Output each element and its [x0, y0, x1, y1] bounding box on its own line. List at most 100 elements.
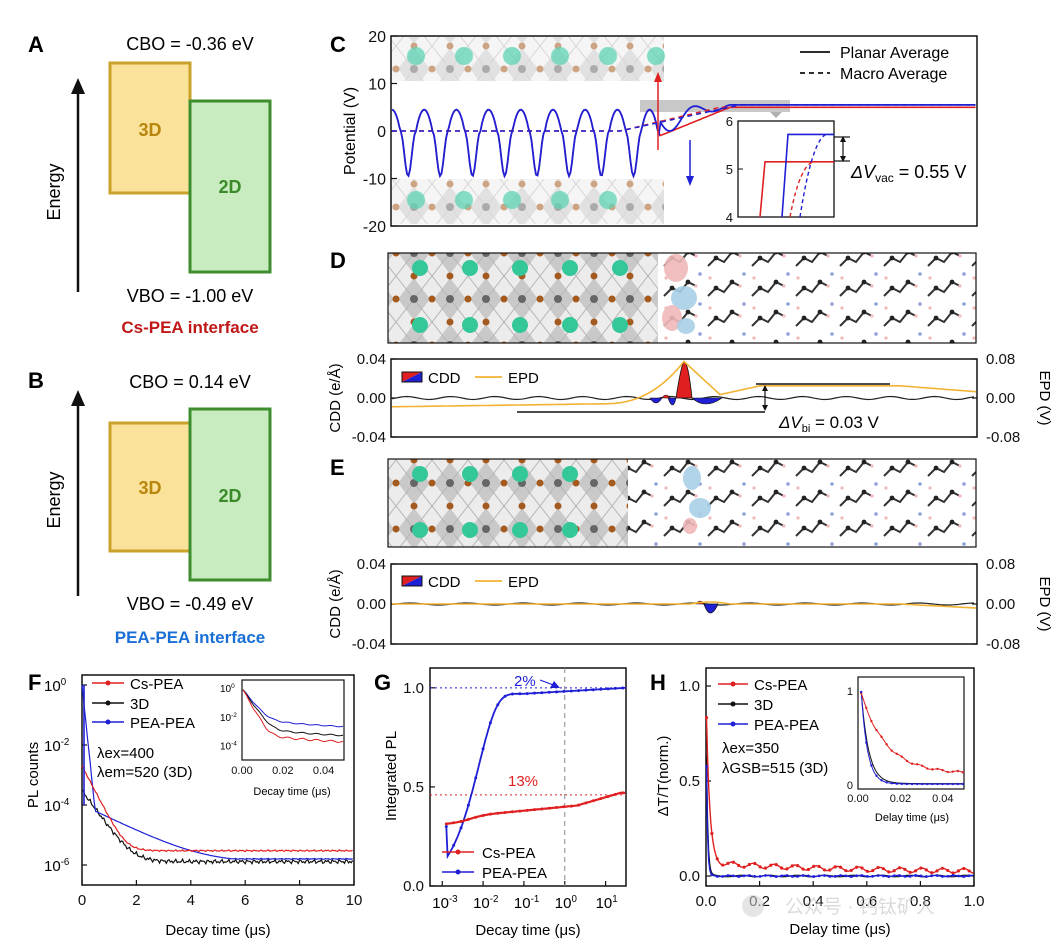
d-cdd-blue-3: [691, 397, 723, 405]
g-ytick-label: 1.0: [403, 680, 424, 697]
h-ytick-label: 0.5: [679, 773, 700, 790]
h-pea-pea-point: [919, 874, 923, 878]
panel-e-ylabel-right: EPD (V): [1036, 576, 1053, 631]
h-pea-pea-point: [785, 874, 789, 877]
g-cs-pea-point: [613, 792, 617, 796]
h-pea-pea-point: [967, 874, 971, 878]
h-pea-pea-point: [882, 874, 885, 878]
h-cs-pea-point: [855, 865, 859, 869]
g-pea-pea-point: [599, 687, 603, 691]
panel-g-letter: G: [374, 670, 391, 695]
h-pea-pea-point: [935, 874, 939, 877]
e-axes-rtick-label: 0.00: [986, 596, 1015, 613]
h-cs-pea-point: [721, 863, 725, 867]
h-inset-pea-pea-point: [900, 782, 904, 786]
h-inset-ytick-label: 0: [847, 780, 853, 792]
g-xtick-label-exp: -1: [531, 894, 540, 905]
g-pea-pea-point: [584, 688, 588, 692]
g-pea-pea-point: [525, 692, 529, 696]
g-pea-pea-point: [474, 776, 478, 780]
panel-f-curves: [81, 684, 354, 866]
h-pea-pea-point: [957, 874, 960, 878]
panel-b: B CBO = 0.14 eV Energy 3D 2D VBO = -0.49…: [28, 368, 272, 647]
legend-pea-pea-label: PEA-PEA: [130, 715, 195, 732]
panel-a-3d-label: 3D: [138, 120, 161, 140]
f-xtick-label: 10: [346, 892, 363, 909]
d-axes-ltick-label: 0.04: [357, 351, 386, 368]
panel-h-ylabel: ΔT/T(norm.): [655, 736, 672, 817]
c-red-planar-curve: [391, 106, 976, 179]
panel-b-cbo: CBO = 0.14 eV: [129, 372, 251, 392]
h-inset-xtick-label: 0.04: [932, 793, 953, 805]
f-inset-ytick-label-exp: -2: [231, 712, 237, 719]
h-pea-pea-point: [876, 874, 880, 877]
g-cs-pea-point: [518, 809, 522, 813]
g-cs-pea-point: [496, 811, 500, 815]
h-pea-pea-point: [903, 875, 907, 878]
h-cs-pea-point: [951, 871, 955, 875]
c-ytick-label: 10: [368, 77, 386, 94]
h-inset-cs-pea-point: [910, 762, 914, 765]
h-pea-pea-point: [715, 874, 719, 878]
panel-c-inset-curves: [759, 133, 834, 218]
g-xtick-label: 10-2: [473, 894, 498, 912]
g-cs-pea-point: [562, 805, 566, 809]
panel-g-annot-blue: 2%: [514, 673, 536, 690]
h-inset-cs-pea-point: [946, 770, 949, 774]
inset-dv-arrowhead-up: [840, 136, 846, 142]
legend-cdd-swatch-blue: [402, 372, 422, 382]
f-ytick-label-base: 10: [44, 798, 61, 815]
h-inset-pea-pea-point: [870, 764, 873, 767]
legend-cdd-label: CDD: [428, 574, 461, 591]
legend-cs-pea-label: Cs-PEA: [754, 677, 807, 694]
h-cs-pea-point: [742, 865, 746, 869]
panel-f-legend: Cs-PEA 3D PEA-PEA: [92, 676, 195, 732]
g-cs-pea-curve: [446, 791, 626, 825]
h-pea-pea-point: [764, 874, 767, 877]
f-ytick-label: 10-6: [44, 857, 69, 875]
h-cs-pea-point: [860, 866, 864, 870]
panel-g-curves: [430, 668, 626, 886]
f-ytick-label: 10-4: [44, 797, 70, 815]
g-pea-pea-point: [591, 688, 595, 692]
h-pea-pea-point: [731, 874, 735, 878]
g-cs-pea-point: [577, 803, 581, 807]
panel-h-lambda-gsb: λGSB=515 (3D): [722, 760, 828, 777]
h-ytick-label: 1.0: [679, 678, 700, 695]
panel-e-letter: E: [330, 455, 345, 480]
g-cs-pea-point: [591, 799, 595, 803]
h-cs-pea-point: [806, 867, 810, 872]
f-ytick-label-base: 10: [44, 738, 61, 755]
legend-3d-marker: [730, 701, 736, 707]
h-inset-pea-pea-point: [936, 782, 939, 786]
g-pea-pea-point: [569, 689, 573, 693]
d-cdd-blue-2: [667, 397, 677, 406]
g-cs-pea-point: [599, 797, 603, 801]
d-epd-curve: [391, 360, 977, 408]
g-pea-pea-point: [540, 691, 544, 695]
h-inset-cs-pea-point: [931, 768, 934, 771]
panel-c-gray-pointer: [770, 112, 782, 118]
g-ytick-label: 0.5: [403, 779, 424, 796]
g-pea-pea-point: [621, 686, 625, 690]
h-pea-pea-point: [817, 874, 821, 878]
panel-d-legend: CDD EPD: [401, 370, 539, 387]
h-pea-pea-point: [780, 874, 783, 878]
panel-c-dv-value: = 0.55 V: [894, 162, 967, 182]
f-inset-xtick-label: 0.00: [231, 765, 252, 777]
h-xtick-label: 0.6: [856, 893, 877, 910]
h-inset-pea-pea-point: [931, 782, 934, 786]
panel-f-letter: F: [28, 670, 41, 695]
panel-d-letter: D: [330, 248, 346, 273]
f-xtick-label: 2: [132, 892, 140, 909]
h-cs-pea-point: [892, 869, 896, 873]
watermark-logo-icon: [742, 895, 764, 917]
panel-e: E 0.04 0.00 -0.04 0.08 0.00 -0.08 CDD (e/Å) E…: [327, 455, 1053, 653]
legend-pea-pea-marker: [455, 869, 461, 875]
g-cs-pea-point: [452, 821, 456, 825]
panel-b-interface: PEA-PEA interface: [115, 628, 266, 647]
h-inset-cs-pea-point: [885, 743, 888, 746]
h-inset-pea-pea-point: [910, 782, 914, 786]
g-ytick-label: 0.0: [403, 878, 424, 895]
